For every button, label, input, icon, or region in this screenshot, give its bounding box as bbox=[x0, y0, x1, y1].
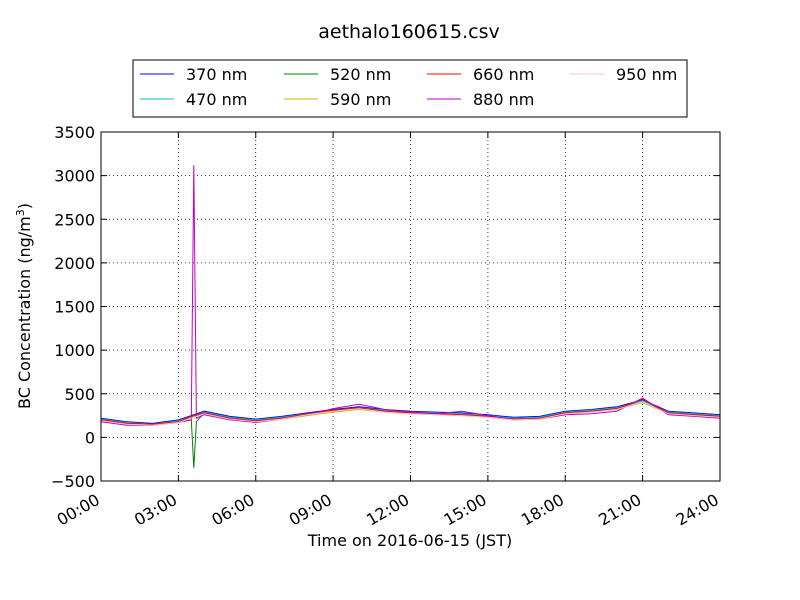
y-axis-label-superscript: 3 bbox=[14, 209, 27, 216]
x-tick-label: 06:00 bbox=[208, 490, 257, 530]
chart-title: aethalo160615.csv bbox=[318, 21, 500, 43]
x-tick-label: 15:00 bbox=[440, 490, 489, 530]
y-tick-label: 0 bbox=[85, 428, 95, 447]
x-tick-label: 21:00 bbox=[595, 490, 644, 530]
y-tick-label: −500 bbox=[51, 472, 95, 491]
legend-label: 950 nm bbox=[616, 65, 677, 84]
y-tick-label: 1000 bbox=[54, 341, 95, 360]
legend-label: 590 nm bbox=[330, 90, 391, 109]
legend-frame bbox=[132, 59, 688, 118]
y-tick-label: 2000 bbox=[54, 254, 95, 273]
x-tick-label: 09:00 bbox=[286, 490, 335, 530]
legend-label: 660 nm bbox=[473, 65, 534, 84]
y-axis-label: BC Concentration (ng/m3) bbox=[14, 203, 34, 409]
series-line-880-nm bbox=[100, 165, 721, 426]
x-axis-label: Time on 2016-06-15 (JST) bbox=[307, 531, 512, 550]
series-lines bbox=[100, 165, 721, 468]
legend-label: 520 nm bbox=[330, 65, 391, 84]
y-tick-label: 1500 bbox=[54, 298, 95, 317]
legend-entry: 590 nm bbox=[284, 90, 391, 109]
y-axis-label-main: BC Concentration (ng/m bbox=[15, 216, 34, 409]
x-tick-label: 00:00 bbox=[54, 490, 103, 530]
legend-entries: 370 nm 470 nm 520 nm 590 nm 660 nm 880 nm 950 … bbox=[140, 65, 677, 109]
legend-entry: 470 nm bbox=[140, 90, 247, 109]
y-tick-label: 500 bbox=[64, 385, 95, 404]
y-tick-label: 3500 bbox=[54, 123, 95, 142]
legend-entry: 370 nm bbox=[140, 65, 247, 84]
y-axis-ticks: −500 0 500 1000 1500 2000 2500 3000 3500 bbox=[51, 123, 720, 491]
y-tick-label: 3000 bbox=[54, 167, 95, 186]
x-axis-ticks: 00:00 03:00 06:00 09:00 12:00 15:00 18:00 21:00… bbox=[54, 132, 722, 530]
y-axis-label-close: ) bbox=[15, 203, 34, 209]
x-tick-label: 03:00 bbox=[131, 490, 180, 530]
y-tick-label: 2500 bbox=[54, 210, 95, 229]
legend-entry: 660 nm bbox=[427, 65, 534, 84]
legend-entry: 520 nm bbox=[284, 65, 391, 84]
legend-entry: 950 nm bbox=[570, 65, 677, 84]
legend-entry: 880 nm bbox=[427, 90, 534, 109]
x-tick-label: 18:00 bbox=[518, 490, 567, 530]
legend: 370 nm 470 nm 520 nm 590 nm 660 nm 880 nm 950 … bbox=[132, 59, 688, 118]
series-line-660-nm bbox=[100, 398, 721, 425]
x-tick-label: 12:00 bbox=[363, 490, 412, 530]
series-line-950-nm bbox=[100, 401, 721, 426]
legend-label: 470 nm bbox=[186, 90, 247, 109]
legend-label: 880 nm bbox=[473, 90, 534, 109]
x-tick-label: 24:00 bbox=[673, 490, 722, 530]
legend-label: 370 nm bbox=[186, 65, 247, 84]
